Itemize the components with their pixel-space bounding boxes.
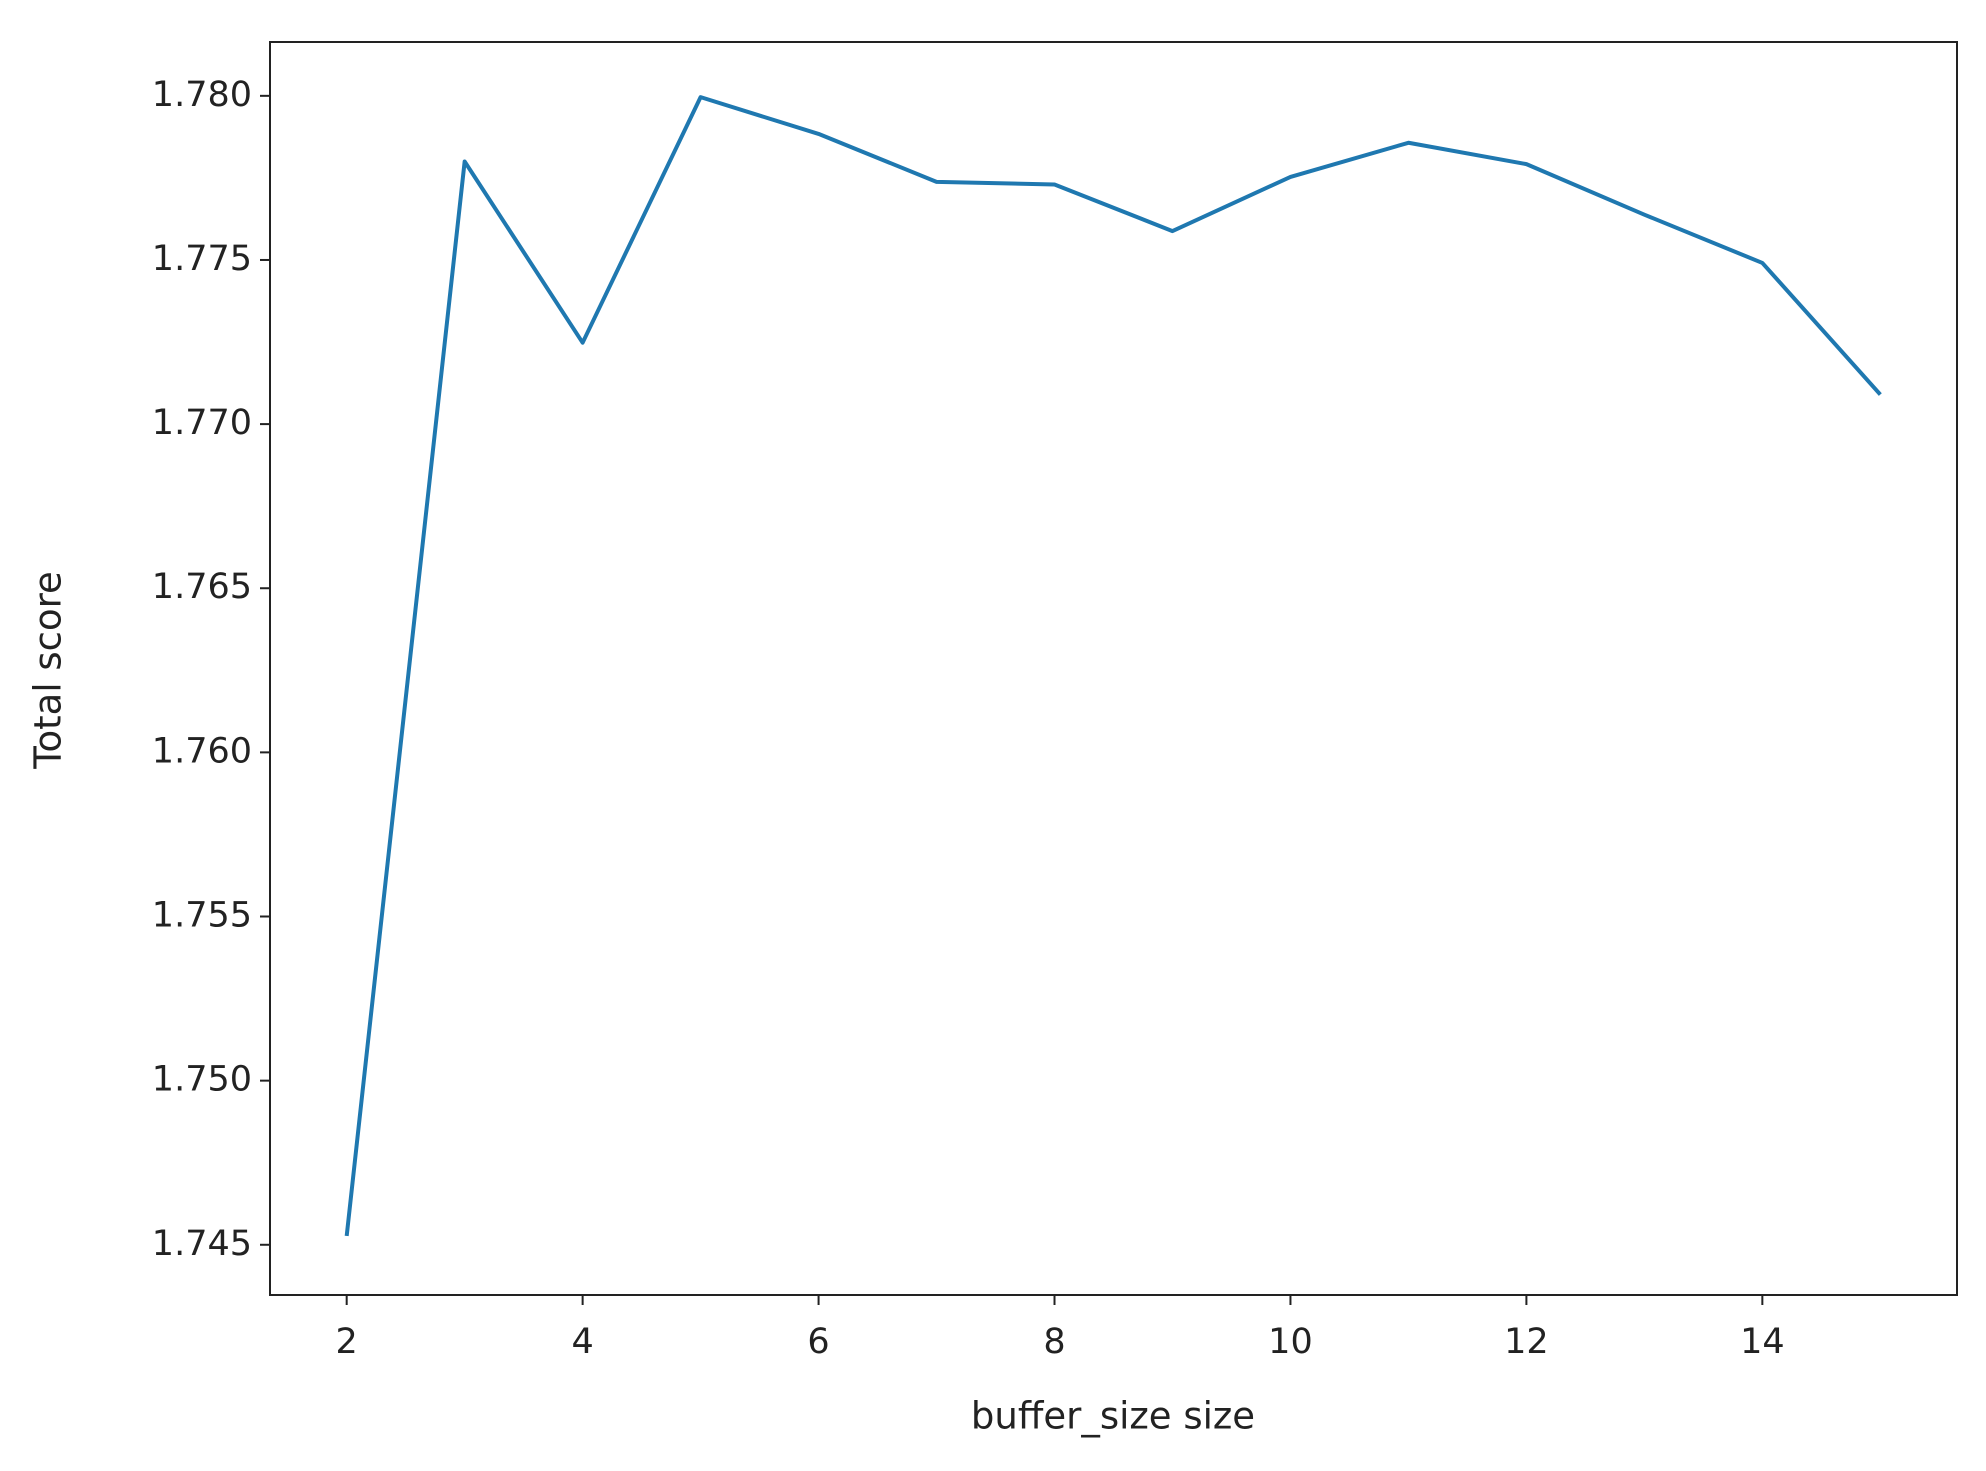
x-tick-label: 14 — [1740, 1322, 1785, 1362]
x-tick-label: 8 — [1043, 1322, 1065, 1362]
x-axis-label: buffer_size size — [971, 1395, 1255, 1438]
y-tick-label: 1.745 — [152, 1224, 252, 1264]
y-tick-label: 1.780 — [152, 75, 252, 115]
y-axis-label: Total score — [27, 571, 70, 770]
x-tick-label: 10 — [1268, 1322, 1313, 1362]
y-tick-label: 1.770 — [152, 403, 252, 443]
x-tick-label: 12 — [1504, 1322, 1549, 1362]
x-tick-label: 4 — [571, 1322, 593, 1362]
plot-frame — [269, 41, 1958, 1296]
x-tick-label: 2 — [336, 1322, 358, 1362]
line — [344, 95, 1882, 1237]
x-tick-label: 6 — [807, 1322, 829, 1362]
y-tick-label: 1.765 — [152, 567, 252, 607]
y-tick-label: 1.775 — [152, 239, 252, 279]
y-tick-label: 1.760 — [152, 731, 252, 771]
y-tick-label: 1.750 — [152, 1060, 252, 1100]
y-tick-label: 1.755 — [152, 896, 252, 936]
